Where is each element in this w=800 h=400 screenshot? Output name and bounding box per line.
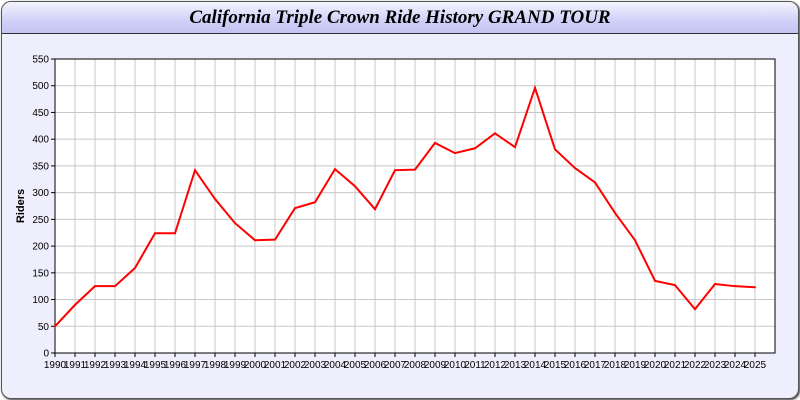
data-point	[134, 267, 136, 270]
data-point	[54, 325, 56, 328]
data-point	[494, 132, 496, 135]
y-tick-label: 450	[32, 108, 49, 119]
data-point	[414, 168, 416, 171]
data-point	[674, 284, 676, 287]
y-tick-label: 300	[32, 188, 49, 199]
data-point	[554, 148, 556, 151]
data-point	[654, 279, 656, 282]
title-bar: California Triple Crown Ride History GRA…	[2, 2, 798, 34]
x-tick-label: 2002	[284, 360, 307, 371]
data-point	[314, 201, 316, 204]
x-tick-label: 1998	[204, 360, 227, 371]
x-tick-label: 1992	[84, 360, 107, 371]
x-tick-label: 2013	[504, 360, 527, 371]
data-point	[694, 308, 696, 311]
data-point	[334, 168, 336, 171]
y-tick-label: 50	[38, 322, 50, 333]
data-point	[94, 285, 96, 288]
y-tick-label: 350	[32, 161, 49, 172]
x-tick-label: 2015	[544, 360, 567, 371]
x-tick-label: 2007	[384, 360, 407, 371]
data-point	[594, 181, 596, 184]
data-point	[734, 285, 736, 288]
x-tick-label: 1997	[184, 360, 207, 371]
x-tick-label: 2000	[244, 360, 267, 371]
x-tick-label: 2023	[704, 360, 727, 371]
x-tick-label: 1995	[144, 360, 167, 371]
y-tick-label: 500	[32, 81, 49, 92]
y-tick-label: 200	[32, 242, 49, 253]
x-tick-label: 1994	[124, 360, 147, 371]
x-tick-label: 2009	[424, 360, 447, 371]
x-tick-label: 2010	[444, 360, 467, 371]
chart-title: California Triple Crown Ride History GRA…	[189, 7, 611, 28]
data-point	[114, 285, 116, 288]
data-point	[274, 238, 276, 241]
data-point	[614, 211, 616, 214]
data-point	[194, 169, 196, 172]
y-tick-label: 0	[43, 349, 49, 360]
data-point	[454, 152, 456, 155]
x-tick-label: 1999	[224, 360, 247, 371]
data-point	[434, 141, 436, 144]
x-tick-label: 2025	[744, 360, 767, 371]
x-tick-label: 1990	[44, 360, 67, 371]
data-point	[154, 232, 156, 235]
x-tick-label: 2016	[564, 360, 587, 371]
data-point	[374, 208, 376, 211]
data-point	[74, 303, 76, 306]
data-point	[294, 207, 296, 210]
data-point	[214, 198, 216, 201]
data-point	[634, 239, 636, 242]
data-point	[394, 169, 396, 172]
x-tick-label: 2021	[664, 360, 687, 371]
y-tick-label: 100	[32, 295, 49, 306]
y-tick-label: 550	[32, 55, 49, 66]
x-tick-label: 2022	[684, 360, 707, 371]
x-tick-label: 2011	[464, 360, 486, 371]
x-tick-label: 2012	[484, 360, 507, 371]
y-tick-label: 250	[32, 215, 49, 226]
data-point	[254, 239, 256, 242]
x-tick-label: 2014	[524, 360, 547, 371]
data-point	[714, 283, 716, 286]
x-tick-label: 2019	[624, 360, 647, 371]
data-point	[574, 167, 576, 170]
x-tick-label: 1993	[104, 360, 127, 371]
y-axis-label: Riders	[15, 189, 27, 223]
x-tick-label: 2005	[344, 360, 367, 371]
x-tick-label: 2020	[644, 360, 667, 371]
data-point	[354, 185, 356, 188]
data-line	[54, 84, 756, 327]
data-point	[234, 222, 236, 225]
data-point	[474, 147, 476, 150]
data-point	[514, 146, 516, 149]
x-tick-label: 2024	[724, 360, 747, 371]
x-tick-label: 2018	[604, 360, 627, 371]
x-tick-label: 1996	[164, 360, 187, 371]
y-tick-label: 400	[32, 135, 49, 146]
data-point	[174, 232, 176, 235]
x-tick-label: 2003	[304, 360, 327, 371]
data-point	[534, 86, 536, 89]
data-point	[754, 286, 756, 289]
x-tick-label: 2001	[264, 360, 287, 371]
y-tick-label: 150	[32, 268, 49, 279]
x-tick-label: 1991	[64, 360, 87, 371]
x-tick-label: 2004	[324, 360, 347, 371]
x-tick-label: 2008	[404, 360, 427, 371]
x-tick-label: 2017	[584, 360, 607, 371]
x-tick-label: 2006	[364, 360, 387, 371]
